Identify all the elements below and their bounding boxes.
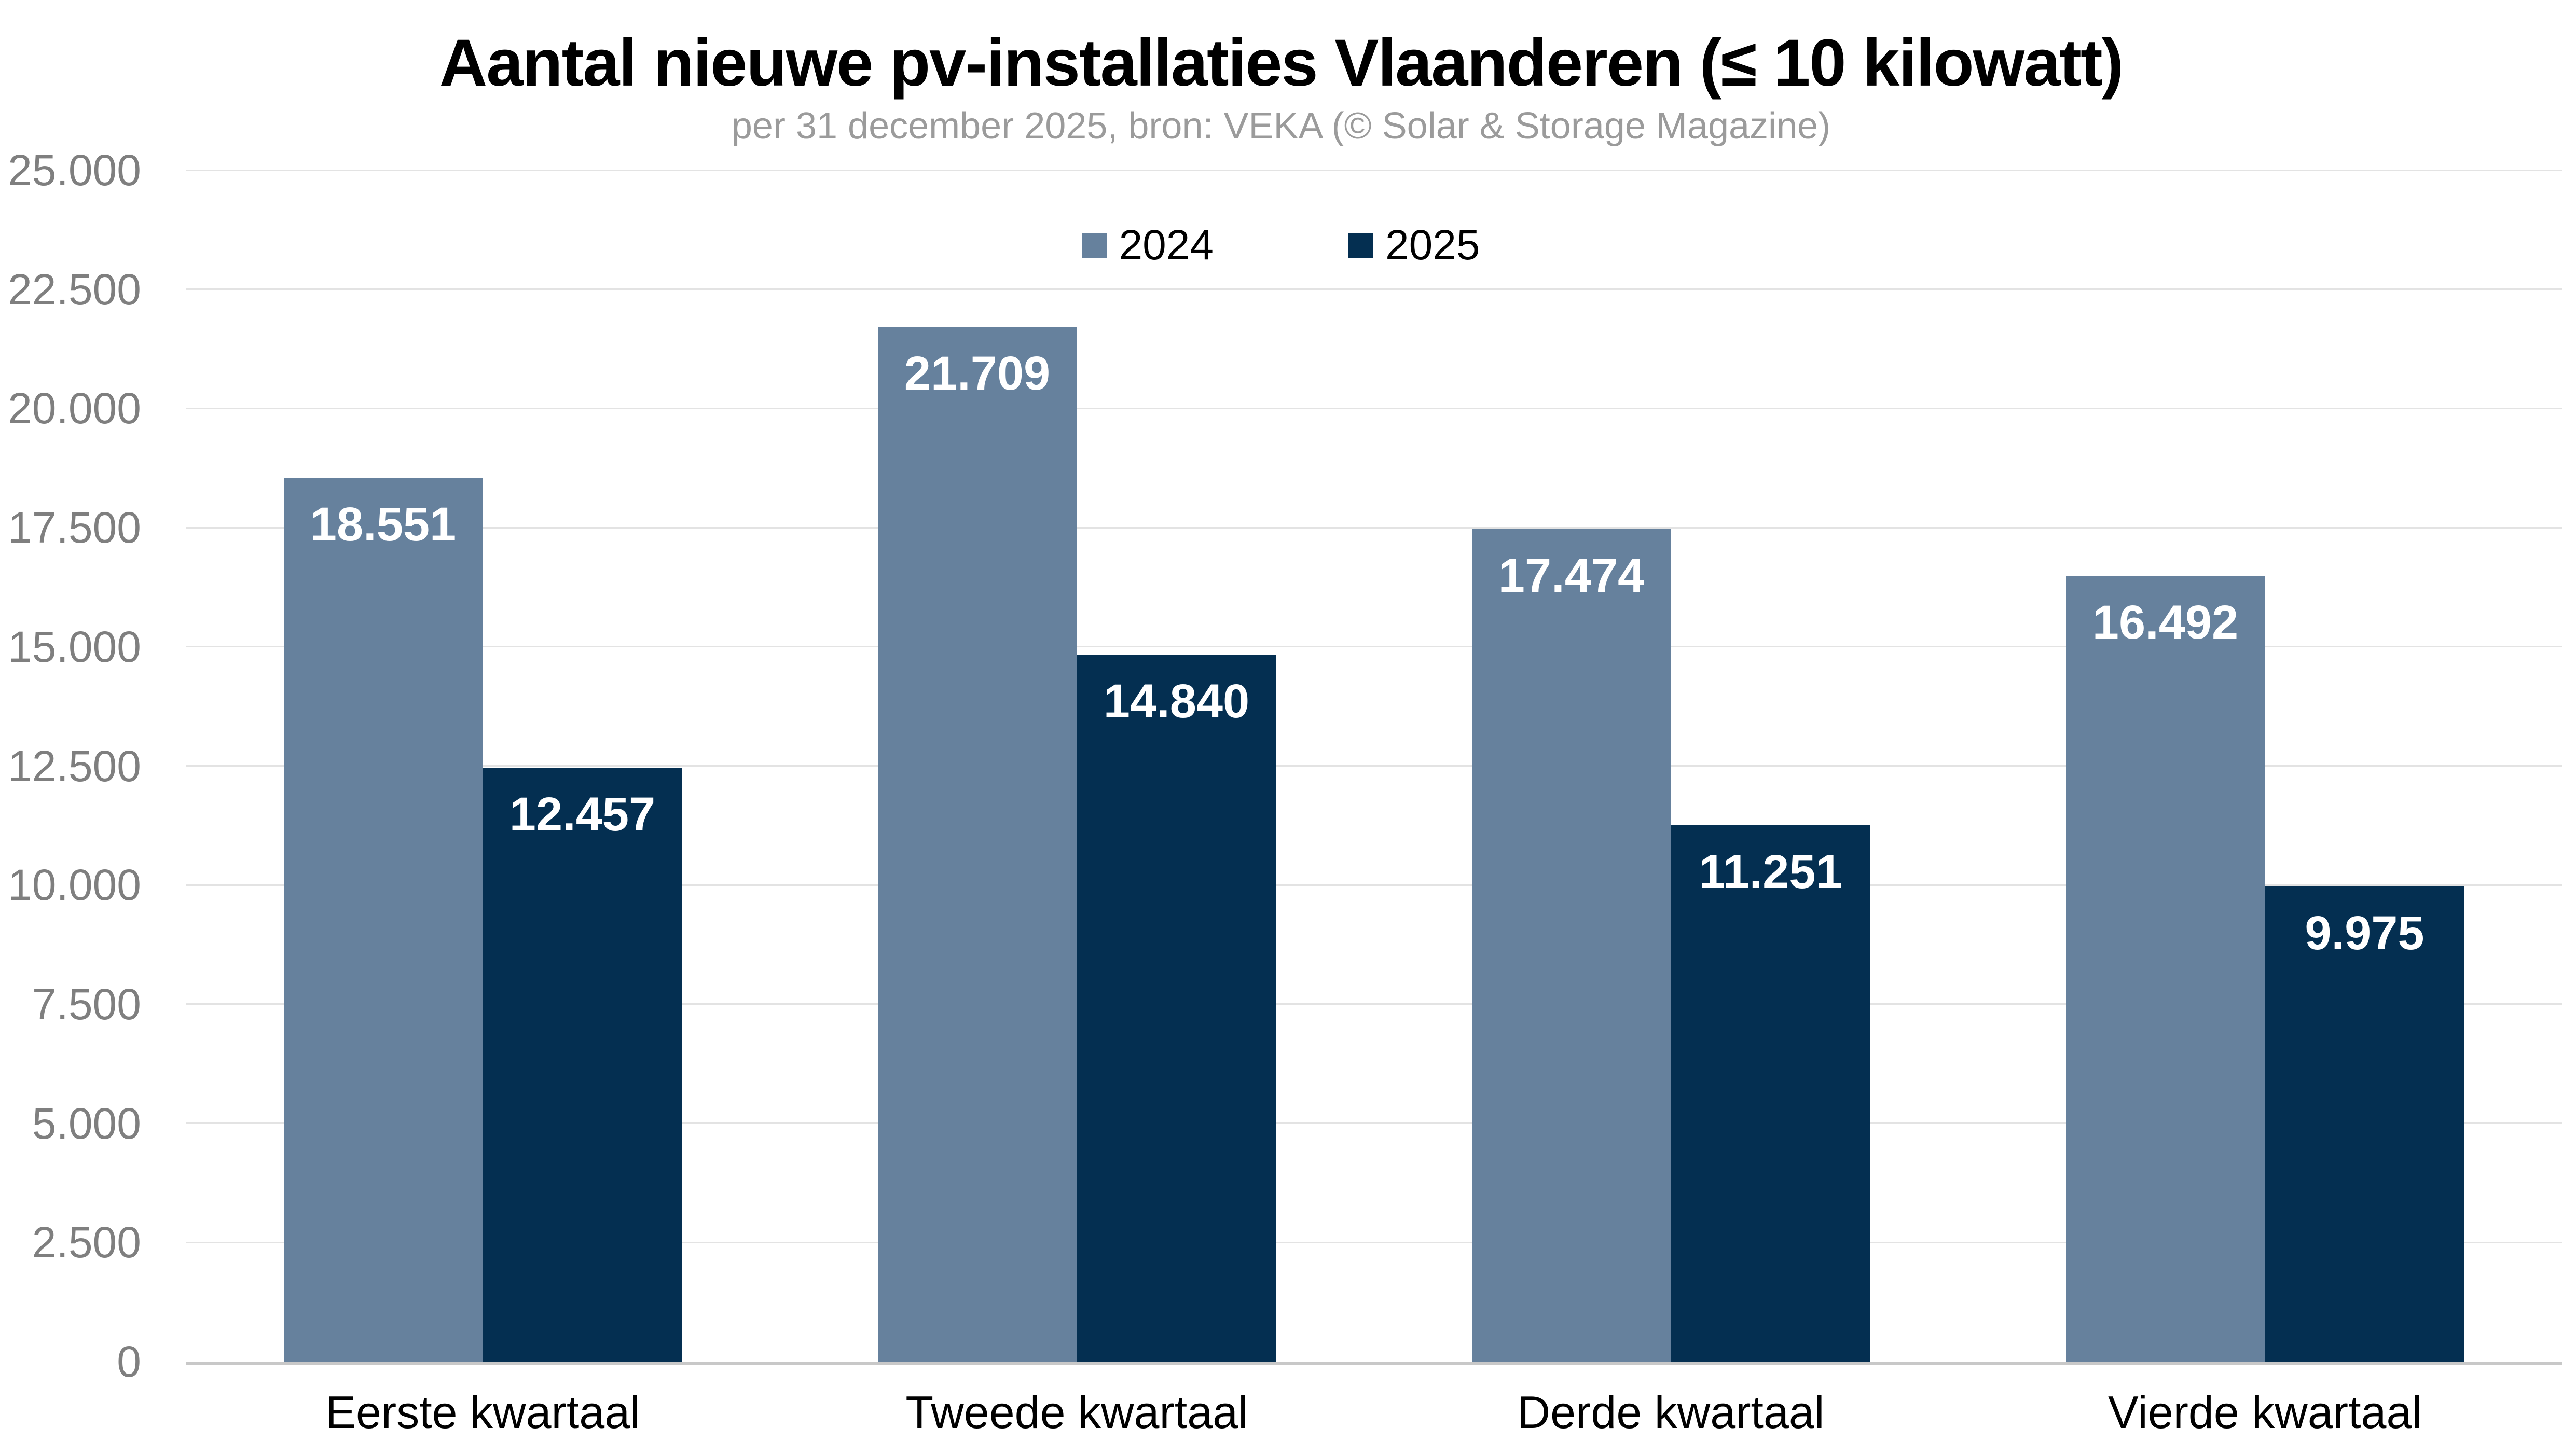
bar-group: 17.474 11.251: [1374, 529, 1968, 1362]
y-tick-label: 10.000: [8, 861, 141, 910]
x-tick-label: Vierde kwartaal: [2108, 1386, 2422, 1438]
chart-subtitle: per 31 december 2025, bron: VEKA (© Sola…: [731, 105, 1831, 147]
bar-value-label: 12.457: [509, 788, 656, 841]
gridline: [186, 288, 2562, 290]
bar-2024: 21.709: [877, 327, 1077, 1362]
legend: 2024 2025: [0, 224, 2562, 267]
bar-group: 21.709 14.840: [780, 327, 1374, 1362]
gridline: [186, 1241, 2562, 1243]
y-tick-label: 17.500: [8, 503, 141, 552]
bar-value-label: 17.474: [1498, 549, 1645, 602]
bar-value-label: 11.251: [1699, 845, 1842, 899]
bar-value-label: 9.975: [2305, 906, 2425, 960]
x-tick-label: Derde kwartaal: [1517, 1386, 1825, 1438]
y-tick-label: 22.500: [8, 265, 141, 314]
gridline: [186, 646, 2562, 648]
legend-item-2025: 2025: [1348, 224, 1480, 267]
bar-2024: 18.551: [283, 477, 483, 1362]
bar-2024: 17.474: [1471, 529, 1671, 1362]
y-tick-label: 0: [117, 1337, 141, 1386]
x-tick-label: Tweede kwartaal: [905, 1386, 1248, 1438]
gridline: [186, 407, 2562, 409]
bar-2024: 16.492: [2065, 575, 2265, 1362]
legend-swatch-icon: [1348, 233, 1373, 258]
legend-label: 2024: [1119, 221, 1214, 269]
y-tick-label: 2.500: [32, 1218, 141, 1267]
bar-group: 18.551 12.457: [186, 477, 780, 1362]
gridline: [186, 1122, 2562, 1125]
bar-value-label: 16.492: [2092, 595, 2239, 649]
bar-value-label: 14.840: [1103, 674, 1250, 728]
bar-group: 16.492 9.975: [1968, 575, 2562, 1362]
bar-2025: 14.840: [1077, 654, 1276, 1362]
bar-2025: 9.975: [2265, 886, 2464, 1362]
chart-title: Aantal nieuwe pv-installaties Vlaanderen…: [439, 26, 2124, 100]
y-tick-label: 25.000: [8, 146, 141, 195]
bar-2025: 11.251: [1671, 825, 1870, 1362]
y-tick-label: 5.000: [32, 1099, 141, 1148]
gridline: [186, 884, 2562, 886]
gridline: [186, 1003, 2562, 1005]
x-axis-line: [186, 1362, 2562, 1365]
bar-value-label: 21.709: [904, 347, 1051, 400]
bar-2025: 12.457: [483, 768, 682, 1362]
y-tick-label: 15.000: [8, 622, 141, 671]
legend-swatch-icon: [1082, 233, 1107, 258]
legend-item-2024: 2024: [1082, 224, 1214, 267]
y-tick-label: 20.000: [8, 384, 141, 433]
legend-label: 2025: [1385, 221, 1480, 269]
plot-area: 18.551 12.457 21.709 14.840 17.474 11.251 16.4…: [186, 169, 2562, 1365]
bar-value-label: 18.551: [310, 497, 457, 551]
x-tick-label: Eerste kwartaal: [325, 1386, 640, 1438]
gridline: [186, 526, 2562, 529]
gridline: [186, 765, 2562, 767]
y-tick-label: 7.500: [32, 979, 141, 1029]
gridline: [186, 169, 2562, 171]
y-tick-label: 12.500: [8, 741, 141, 791]
